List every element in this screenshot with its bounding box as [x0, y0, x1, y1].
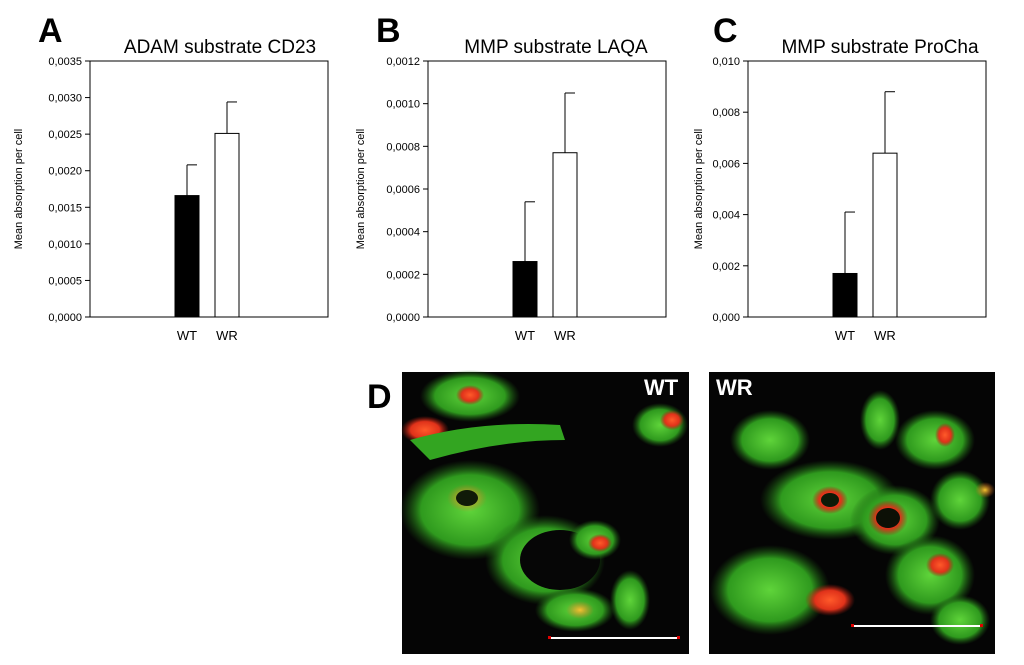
- y-tick-label: 0,0005: [48, 275, 82, 287]
- y-tick-label: 0,0000: [386, 312, 420, 324]
- plot-frame: [427, 60, 667, 318]
- x-tick-label-wr: WR: [874, 328, 896, 343]
- plot-frame: [747, 60, 987, 318]
- y-tick-label: 0,0025: [48, 129, 82, 141]
- y-tick-label: 0,000: [712, 312, 740, 324]
- panel-letter-d: D: [367, 378, 392, 416]
- plot-frame: [89, 60, 329, 318]
- y-axis-label: Mean absorption per cell: [13, 129, 25, 249]
- x-tick-label-wr: WR: [216, 328, 238, 343]
- y-tick-label: 0,0020: [48, 166, 82, 178]
- chart-adam-cd23: ADAM substrate CD23 0,0000 0,0005 0,0010 0,0…: [13, 37, 329, 343]
- y-tick-label: 0,004: [712, 210, 740, 222]
- y-tick-label: 0,006: [712, 158, 740, 170]
- y-tick-label: 0,0030: [48, 93, 82, 105]
- y-tick-label: 0,0008: [386, 141, 420, 153]
- y-tick-label: 0,0004: [386, 227, 420, 239]
- y-axis-label: Mean absorption per cell: [355, 129, 367, 249]
- y-tick-label: 0,0012: [386, 56, 420, 68]
- bar-wt: [832, 272, 858, 318]
- y-tick-label: 0,0010: [48, 239, 82, 251]
- bar-wr: [552, 152, 578, 318]
- micrograph-wr: WR: [709, 372, 995, 654]
- chart-mmp-laqa: MMP substrate LAQA 0,0000 0,0002 0,0004 0,00…: [355, 37, 667, 343]
- x-tick-label-wr: WR: [554, 328, 576, 343]
- y-axis-label: Mean absorption per cell: [693, 129, 705, 249]
- panel-letter-b: B: [376, 12, 401, 50]
- y-tick-label: 0,002: [712, 261, 740, 273]
- chart-mmp-procha: MMP substrate ProCha 0,000 0,002 0,004 0,006…: [693, 37, 987, 343]
- micrograph-label-wt: WT: [644, 375, 679, 400]
- y-tick-label: 0,008: [712, 107, 740, 119]
- y-tick-label: 0,0002: [386, 269, 420, 281]
- y-tick-label: 0,0000: [48, 312, 82, 324]
- x-tick-label-wt: WT: [177, 328, 197, 343]
- chart-title: MMP substrate LAQA: [464, 37, 648, 58]
- y-tick-label: 0,0006: [386, 184, 420, 196]
- y-tick-label: 0,0015: [48, 202, 82, 214]
- panel-letter-c: C: [713, 12, 738, 50]
- bar-wr: [214, 132, 240, 318]
- x-tick-label-wt: WT: [835, 328, 855, 343]
- bar-wt: [512, 261, 538, 318]
- bar-wt: [174, 195, 200, 318]
- y-tick-label: 0,0010: [386, 99, 420, 111]
- bar-wr: [872, 152, 898, 318]
- micrograph-wt: WT: [400, 370, 689, 654]
- panel-letter-a: A: [38, 12, 63, 50]
- y-tick-label: 0,0035: [48, 56, 82, 68]
- chart-title: ADAM substrate CD23: [124, 37, 316, 58]
- micrograph-label-wr: WR: [716, 375, 753, 400]
- y-tick-label: 0,010: [712, 56, 740, 68]
- chart-title: MMP substrate ProCha: [781, 37, 979, 58]
- x-tick-label-wt: WT: [515, 328, 535, 343]
